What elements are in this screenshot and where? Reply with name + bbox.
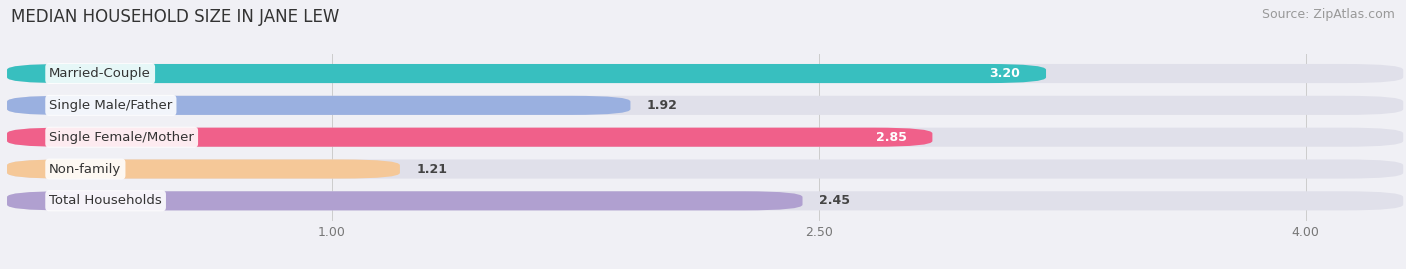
Text: Married-Couple: Married-Couple xyxy=(49,67,150,80)
Text: 2.85: 2.85 xyxy=(876,131,907,144)
Text: Single Male/Father: Single Male/Father xyxy=(49,99,173,112)
FancyBboxPatch shape xyxy=(7,64,1046,83)
FancyBboxPatch shape xyxy=(7,64,1403,83)
FancyBboxPatch shape xyxy=(7,128,932,147)
FancyBboxPatch shape xyxy=(7,191,1403,210)
Text: 1.21: 1.21 xyxy=(416,162,447,175)
FancyBboxPatch shape xyxy=(7,96,1403,115)
FancyBboxPatch shape xyxy=(7,160,1403,179)
FancyBboxPatch shape xyxy=(7,191,803,210)
Text: Total Households: Total Households xyxy=(49,194,162,207)
FancyBboxPatch shape xyxy=(7,96,630,115)
Text: Non-family: Non-family xyxy=(49,162,121,175)
Text: Single Female/Mother: Single Female/Mother xyxy=(49,131,194,144)
FancyBboxPatch shape xyxy=(7,160,399,179)
Text: Source: ZipAtlas.com: Source: ZipAtlas.com xyxy=(1261,8,1395,21)
Text: 3.20: 3.20 xyxy=(990,67,1021,80)
Text: MEDIAN HOUSEHOLD SIZE IN JANE LEW: MEDIAN HOUSEHOLD SIZE IN JANE LEW xyxy=(11,8,340,26)
FancyBboxPatch shape xyxy=(7,128,1403,147)
Text: 2.45: 2.45 xyxy=(818,194,849,207)
Text: 1.92: 1.92 xyxy=(647,99,678,112)
